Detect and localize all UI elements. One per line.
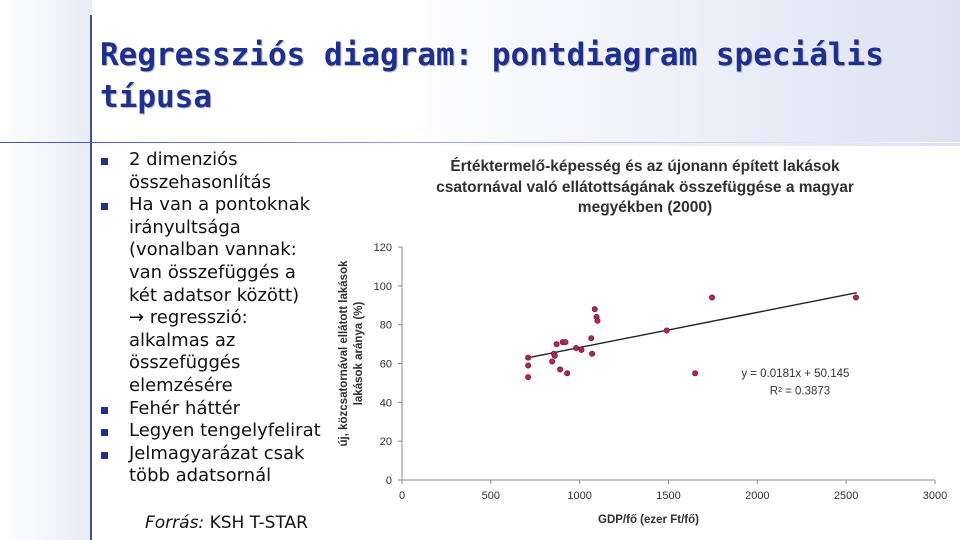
bullet-line: több adatsornál — [129, 465, 272, 487]
bullet-line: van összefüggés a — [129, 261, 296, 283]
y-tick-label: 80 — [380, 320, 392, 332]
chart-title-line: Értéktermelő-képesség és az újonann épít… — [450, 158, 840, 175]
x-tick-label: 3000 — [923, 490, 947, 502]
data-point — [573, 344, 580, 351]
horizontal-accent-rule — [0, 142, 960, 143]
data-point — [551, 352, 558, 359]
bullet-line: összefüggés — [129, 352, 241, 374]
bullet-line: összehasonlítás — [129, 171, 271, 193]
r-squared-label: R² = 0.3873 — [770, 386, 830, 398]
bullet-list: 2 dimenziós összehasonlítás Ha van a pon… — [100, 149, 330, 488]
bullet-item: Fehér háttér — [100, 398, 330, 421]
bullet-line: → regresszió: — [129, 307, 248, 329]
y-tick-label: 100 — [374, 281, 392, 293]
scatter-chart: 0 20 40 60 80 100 120 0 500 1000 1500 2000 2500 3000 G… — [338, 242, 947, 526]
square-bullet-icon — [101, 429, 108, 437]
data-point — [525, 362, 532, 369]
data-point — [525, 374, 532, 381]
y-tick-label: 0 — [386, 475, 392, 487]
x-tick-label: 500 — [482, 490, 500, 502]
x-tick-label: 2000 — [745, 490, 769, 502]
chart-title: Értéktermelő-képesség és az újonann épít… — [345, 157, 945, 219]
bullet-item: Ha van a pontoknak irányultsága (vonalba… — [100, 194, 330, 397]
source-label: Forrás: — [145, 513, 205, 533]
bullet-item: Jelmagyarázat csak több adatsornál — [100, 443, 330, 488]
chart-area — [332, 146, 960, 540]
data-point — [663, 327, 670, 334]
data-point — [588, 335, 595, 342]
bullet-line: (vonalban vannak: — [129, 239, 297, 261]
square-bullet-icon — [101, 203, 108, 211]
y-axis-label: új, közcsatornával ellátott lakások — [338, 260, 350, 447]
bullet-line: 2 dimenziós — [129, 149, 238, 170]
y-tick-label: 20 — [380, 436, 392, 448]
slide-title: Regressziós diagram: pontdiagram speciál… — [100, 34, 940, 118]
bullet-line: Fehér háttér — [129, 397, 241, 419]
data-point — [564, 370, 571, 377]
square-bullet-icon — [101, 158, 108, 165]
regression-equation-label: y = 0.0181x + 50.145 — [741, 368, 849, 380]
left-background-band — [0, 0, 92, 540]
data-point — [709, 294, 716, 301]
source-note: Forrás: KSH T-STAR — [145, 513, 308, 533]
bullet-line: Jelmagyarázat csak — [129, 442, 305, 464]
y-tick-label: 60 — [380, 359, 392, 371]
data-point — [591, 306, 598, 313]
data-point — [852, 294, 859, 301]
bullet-item: Legyen tengelyfelirat — [100, 420, 330, 443]
data-point — [557, 366, 564, 373]
slide-title-line-1: Regressziós diagram: pontdiagram speciál… — [100, 37, 884, 73]
square-bullet-icon — [101, 451, 108, 459]
chart-title-line: megyékben (2000) — [577, 199, 713, 216]
bullet-line: Legyen tengelyfelirat — [129, 420, 321, 442]
square-bullet-icon — [101, 406, 108, 414]
data-point — [525, 354, 532, 361]
bullet-item: 2 dimenziós összehasonlítás — [100, 149, 330, 194]
vertical-accent-rule — [90, 15, 92, 540]
bullet-line: két adatsor között) — [129, 284, 300, 306]
x-tick-label: 1000 — [567, 490, 591, 502]
data-point — [692, 370, 699, 377]
data-point — [589, 350, 596, 357]
data-point — [578, 346, 585, 353]
bullet-line: alkalmas az — [129, 329, 236, 351]
y-tick-label: 120 — [374, 242, 392, 254]
data-point — [553, 341, 560, 348]
data-point — [562, 339, 569, 346]
x-tick-label: 1500 — [656, 490, 680, 502]
slide-title-line-2: típusa — [100, 79, 212, 115]
x-tick-label: 0 — [399, 490, 405, 502]
bullet-line: Ha van a pontoknak — [129, 194, 311, 216]
plot-area: 0 20 40 60 80 100 120 0 500 1000 1500 2000 2500 3000 G… — [338, 242, 947, 526]
source-value: KSH T-STAR — [209, 513, 308, 533]
x-axis-label: GDP/fő (ezer Ft/fő) — [598, 514, 699, 526]
y-axis-label: lakások aránya (%) — [353, 302, 365, 406]
x-tick-label: 2500 — [834, 490, 858, 502]
data-point — [549, 358, 556, 365]
data-point — [594, 317, 601, 324]
bullet-line: irányultsága — [129, 216, 241, 238]
bullet-line: elemzésére — [129, 374, 233, 396]
y-tick-label: 40 — [380, 397, 392, 409]
chart-title-line: csatornával való ellátottságának összefü… — [436, 178, 854, 196]
